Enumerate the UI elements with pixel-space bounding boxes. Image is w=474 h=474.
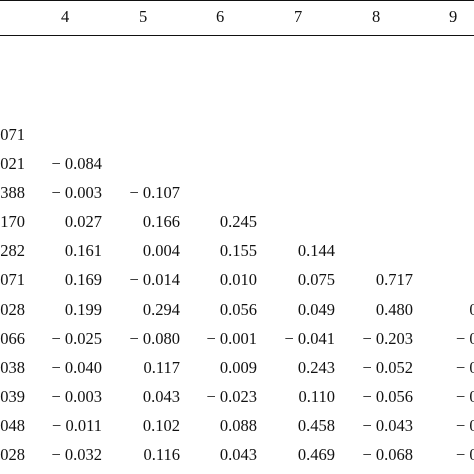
table-cell: − 0.068	[362, 445, 413, 464]
table-cell: 282	[0, 241, 25, 260]
column-header-7: 7	[294, 7, 303, 26]
table-cell: 0.458	[297, 416, 335, 435]
table-cell: − 0.107	[129, 183, 180, 202]
header-rule	[0, 35, 474, 37]
table-cell: − 0.0	[455, 416, 474, 435]
table-cell: 048	[0, 416, 25, 435]
table-cell: 0.049	[297, 300, 335, 319]
table-cell: 0.480	[375, 300, 413, 319]
table-cell: 0.004	[142, 241, 180, 260]
table-cell: − 0.003	[51, 183, 102, 202]
table-cell: 0.469	[297, 445, 335, 464]
table-cell: 028	[0, 300, 25, 319]
table-cell: 071	[0, 125, 25, 144]
table-cell: − 0.0	[455, 387, 474, 406]
table-cell: 0.043	[219, 445, 257, 464]
table-cell: 021	[0, 154, 25, 173]
table-cell: 0.717	[375, 270, 413, 289]
table-cell: − 0.025	[51, 329, 102, 348]
column-header-8: 8	[372, 7, 381, 26]
table-cell: 0.199	[64, 300, 102, 319]
table-cell: 0.102	[142, 416, 180, 435]
table-cell: − 0.043	[362, 416, 413, 435]
table-cell: − 0.040	[51, 358, 102, 377]
table-cell: − 0.052	[362, 358, 413, 377]
table-cell: − 0.0	[455, 358, 474, 377]
table-cell: 0.009	[219, 358, 257, 377]
table-cell: − 0.032	[51, 445, 102, 464]
table-cell: 038	[0, 358, 25, 377]
table-cell: 170	[0, 212, 25, 231]
table-cell: 028	[0, 445, 25, 464]
table-cell: − 0.011	[52, 416, 102, 435]
table-top-rule	[0, 0, 474, 2]
table-cell: 0.169	[64, 270, 102, 289]
table-cell: 0.243	[297, 358, 335, 377]
table-cell: − 0.001	[206, 329, 257, 348]
table-cell: − 0.023	[206, 387, 257, 406]
table-cell: 0.043	[142, 387, 180, 406]
table-cell: 0.144	[297, 241, 335, 260]
column-header-6: 6	[216, 7, 225, 26]
table-cell: 039	[0, 387, 25, 406]
table-cell: − 0.1	[455, 445, 474, 464]
table-cell: − 0.080	[129, 329, 180, 348]
table-cell: 0.056	[219, 300, 257, 319]
table-cell: 0.088	[219, 416, 257, 435]
table-cell: 0.117	[143, 358, 180, 377]
table-cell: − 0.003	[51, 387, 102, 406]
table-cell: 0.6	[469, 300, 474, 319]
table-cell: − 0.0	[455, 329, 474, 348]
column-header-9: 9	[449, 7, 458, 26]
table-cell: − 0.014	[129, 270, 180, 289]
table-cell: 0.110	[298, 387, 335, 406]
column-header-5: 5	[139, 7, 148, 26]
table-cell: 0.294	[142, 300, 180, 319]
table-cell: 066	[0, 329, 25, 348]
table-cell: − 0.041	[284, 329, 335, 348]
table-cell: 071	[0, 270, 25, 289]
table-cell: 0.155	[219, 241, 257, 260]
table-cell: 0.161	[64, 241, 102, 260]
table-cell: 0.166	[142, 212, 180, 231]
table-cell: 0.245	[219, 212, 257, 231]
table-cell: 388	[0, 183, 25, 202]
table-cell: 0.116	[143, 445, 180, 464]
table-cell: − 0.084	[51, 154, 102, 173]
table-cell: − 0.056	[362, 387, 413, 406]
table-cell: − 0.203	[362, 329, 413, 348]
table-cell: 0.027	[64, 212, 102, 231]
column-header-4: 4	[61, 7, 70, 26]
table-cell: 0.075	[297, 270, 335, 289]
table-cell: 0.010	[219, 270, 257, 289]
